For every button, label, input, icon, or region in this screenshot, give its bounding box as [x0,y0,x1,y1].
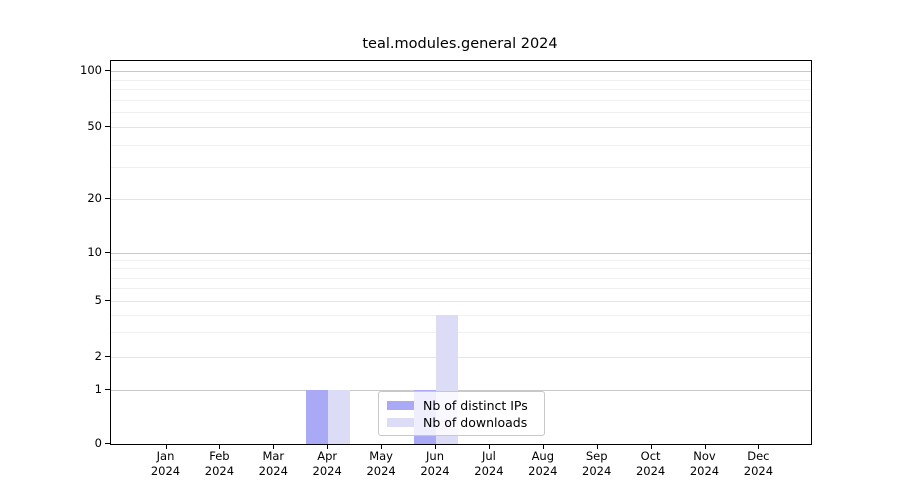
legend-entry-downloads: Nb of downloads [387,414,536,431]
minor-gridline [111,277,811,279]
gridline [111,199,811,200]
x-tick-label: Feb 2024 [204,449,235,478]
bar-nb-of-distinct-ips-apr [306,390,329,444]
bar-nb-of-downloads-apr [328,390,351,444]
legend-swatch-distinct-ips [387,401,414,410]
x-tick-label: Dec 2024 [743,449,774,478]
y-tick-mark [105,300,110,301]
x-tick-mark [381,445,383,449]
y-tick-label: 0 [94,436,102,450]
chart-title: teal.modules.general 2024 [362,36,558,52]
y-tick-label: 50 [87,119,102,133]
x-tick-label: Jul 2024 [474,449,504,478]
minor-gridline [111,99,811,101]
legend-label-downloads: Nb of downloads [423,415,528,430]
y-tick-mark [105,356,110,357]
y-tick-label: 20 [87,191,102,205]
x-tick-label: Nov 2024 [689,449,720,478]
minor-gridline [111,314,811,316]
y-tick-label: 2 [94,349,102,363]
gridline [111,390,811,391]
minor-gridline [111,167,811,169]
x-tick-label: Jun 2024 [420,449,450,478]
gridline [111,301,811,302]
x-tick-label: Sep 2024 [582,449,612,478]
y-tick-mark [105,443,110,444]
x-tick-mark [488,445,490,449]
x-tick-mark [165,445,167,449]
x-tick-mark [327,445,329,449]
minor-gridline [111,144,811,146]
x-tick-label: Apr 2024 [312,449,342,478]
gridline [111,253,811,254]
y-tick-label: 10 [87,245,102,259]
legend: Nb of distinct IPs Nb of downloads [378,391,545,436]
x-tick-label: Aug 2024 [528,449,558,478]
legend-entry-distinct-ips: Nb of distinct IPs [387,397,536,414]
x-tick-label: Mar 2024 [258,449,288,478]
y-tick-mark [105,252,110,253]
legend-swatch-downloads [387,418,414,427]
plot-area [110,60,812,445]
legend-label-distinct-ips: Nb of distinct IPs [423,398,528,413]
x-tick-mark [542,445,544,449]
x-tick-mark [219,445,221,449]
x-tick-mark [704,445,706,449]
y-tick-mark [105,126,110,127]
x-tick-mark [650,445,652,449]
x-tick-mark [596,445,598,449]
gridline [111,127,811,128]
y-tick-label: 100 [80,63,102,77]
minor-gridline [111,268,811,270]
x-tick-label: Jan 2024 [150,449,181,478]
x-tick-mark [435,445,436,449]
y-tick-mark [105,198,110,199]
y-tick-label: 5 [94,293,102,307]
x-tick-label: May 2024 [366,449,396,478]
gridline [111,71,811,72]
minor-gridline [111,112,811,114]
minor-gridline [111,89,811,91]
minor-gridline [111,288,811,290]
y-tick-mark [105,70,110,71]
y-tick-mark [105,389,110,390]
gridline [111,357,811,358]
x-tick-mark [758,445,760,449]
x-tick-mark [273,445,275,449]
minor-gridline [111,332,811,334]
y-tick-label: 1 [94,382,102,396]
x-tick-label: Oct 2024 [635,449,666,478]
minor-gridline [111,79,811,81]
minor-gridline [111,260,811,262]
